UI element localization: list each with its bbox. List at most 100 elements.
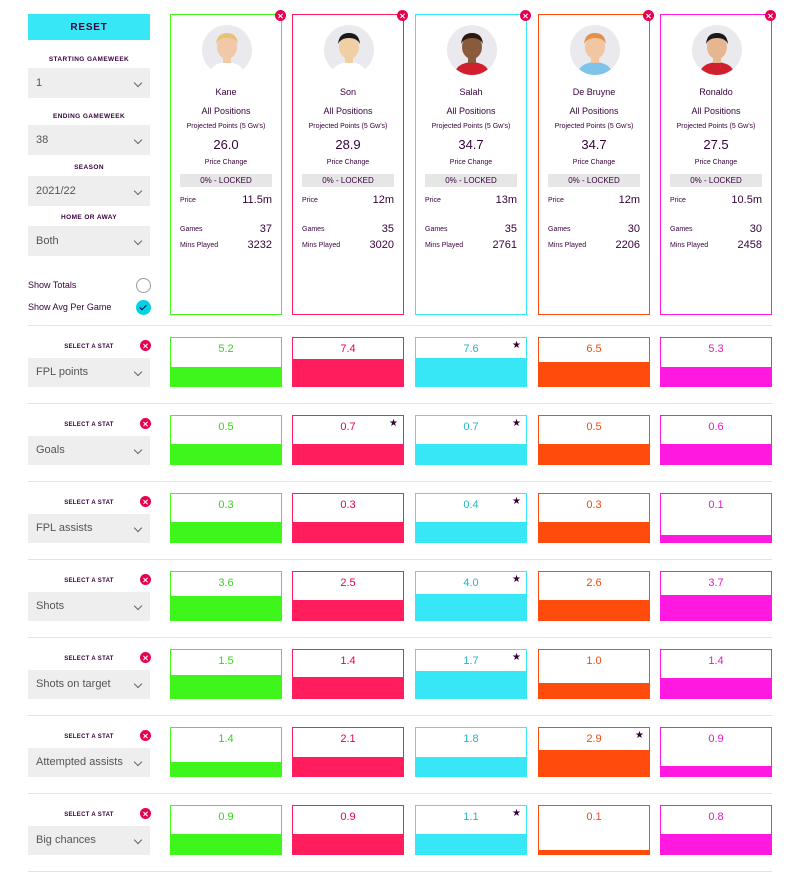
- stat-select[interactable]: FPL assists: [28, 514, 150, 543]
- show-totals-radio[interactable]: [136, 278, 151, 293]
- remove-player-icon[interactable]: [275, 10, 286, 21]
- stat-value: 0.8: [708, 811, 724, 823]
- stat-value-box: 0.7 ★: [415, 415, 527, 465]
- remove-player-icon[interactable]: [643, 10, 654, 21]
- mins-played-label: Mins Played: [302, 242, 341, 249]
- mins-played-label: Mins Played: [425, 242, 464, 249]
- stat-value-box: 5.2: [170, 337, 282, 387]
- price-value: 13m: [495, 194, 517, 206]
- stat-value: 1.5: [218, 655, 234, 667]
- remove-player-icon[interactable]: [397, 10, 408, 21]
- games-label: Games: [302, 226, 325, 233]
- remove-stat-icon[interactable]: [140, 340, 151, 351]
- stat-select[interactable]: FPL points: [28, 358, 150, 387]
- stat-value: 1.7: [463, 655, 479, 667]
- stat-select[interactable]: Shots: [28, 592, 150, 621]
- player-card: Son All Positions Projected Points (5 Gw…: [292, 10, 408, 315]
- stat-value-box: 0.4 ★: [415, 493, 527, 543]
- select-stat-label: SELECT A STAT: [64, 422, 114, 428]
- stat-value-bar: [416, 756, 526, 776]
- price-change-label: Price Change: [572, 159, 616, 166]
- remove-stat-icon[interactable]: [140, 496, 151, 507]
- stat-value-box: 0.1: [538, 805, 650, 855]
- stat-select[interactable]: Shots on target: [28, 670, 150, 699]
- projected-points-value: 28.9: [335, 137, 361, 152]
- home-away-select[interactable]: Both: [28, 226, 150, 256]
- stat-value-bar: [661, 766, 771, 776]
- stat-select-value: Shots: [36, 600, 65, 612]
- mins-played-value: 2458: [737, 239, 762, 251]
- remove-stat-icon[interactable]: [140, 652, 151, 663]
- stat-row: SELECT A STAT Goals 0.5 0.7 ★ 0.7 ★ 0.5 0.6: [0, 415, 800, 465]
- remove-player-icon[interactable]: [520, 10, 531, 21]
- stat-select-value: Goals: [36, 444, 65, 456]
- price-change-value: 0% - LOCKED: [670, 174, 762, 187]
- season-select[interactable]: 2021/22: [28, 176, 150, 206]
- stat-select[interactable]: Attempted assists: [28, 748, 150, 777]
- player-position: All Positions: [323, 106, 373, 116]
- player-card: Ronaldo All Positions Projected Points (…: [660, 10, 776, 315]
- stat-value: 0.1: [586, 811, 602, 823]
- star-icon: ★: [512, 496, 521, 507]
- stat-value-box: 0.9: [170, 805, 282, 855]
- starting-gameweek-select[interactable]: 1: [28, 68, 150, 98]
- projected-points-label: Projected Points (5 Gw's): [554, 123, 634, 130]
- stat-value-bar: [661, 443, 771, 464]
- stat-value: 5.2: [218, 343, 234, 355]
- divider: [28, 325, 772, 326]
- star-icon: ★: [512, 574, 521, 585]
- stat-value-bar: [539, 850, 649, 854]
- select-stat-label: SELECT A STAT: [64, 656, 114, 662]
- player-avatar: [692, 25, 742, 75]
- stat-value-bar: [416, 671, 526, 698]
- chevron-down-icon: [133, 757, 143, 767]
- select-stat-label: SELECT A STAT: [64, 734, 114, 740]
- ending-gameweek-select[interactable]: 38: [28, 125, 150, 155]
- stat-value-bar: [661, 366, 771, 386]
- remove-stat-icon[interactable]: [140, 730, 151, 741]
- remove-stat-icon[interactable]: [140, 418, 151, 429]
- player-avatar: [570, 25, 620, 75]
- games-value: 30: [749, 223, 762, 235]
- chevron-down-icon: [133, 78, 143, 88]
- stat-value: 7.4: [340, 343, 356, 355]
- season-label: SEASON: [74, 164, 104, 171]
- chevron-down-icon: [133, 601, 143, 611]
- player-name: Ronaldo: [699, 87, 733, 97]
- stat-value-bar: [539, 521, 649, 542]
- games-value: 35: [504, 223, 517, 235]
- player-position: All Positions: [201, 106, 251, 116]
- price-change-label: Price Change: [694, 159, 738, 166]
- ending-gameweek-label: ENDING GAMEWEEK: [52, 113, 126, 120]
- show-avg-radio[interactable]: [136, 300, 151, 315]
- stat-value-box: 0.6: [660, 415, 772, 465]
- stat-value: 2.5: [340, 577, 356, 589]
- stat-value-bar: [293, 676, 403, 698]
- stat-value-bar: [661, 833, 771, 854]
- stat-value-box: 5.3: [660, 337, 772, 387]
- stat-select[interactable]: Goals: [28, 436, 150, 465]
- stat-value-bar: [171, 761, 281, 776]
- chevron-down-icon: [133, 835, 143, 845]
- remove-player-icon[interactable]: [765, 10, 776, 21]
- stat-value-bar: [416, 593, 526, 620]
- player-avatar: [202, 25, 252, 75]
- reset-button[interactable]: RESET: [28, 14, 150, 40]
- remove-stat-icon[interactable]: [140, 574, 151, 585]
- ending-gameweek-value: 38: [36, 134, 49, 146]
- stat-select[interactable]: Big chances: [28, 826, 150, 855]
- stat-value-box: 1.7 ★: [415, 649, 527, 699]
- remove-stat-icon[interactable]: [140, 808, 151, 819]
- select-stat-label: SELECT A STAT: [64, 500, 114, 506]
- stat-value: 0.7: [463, 421, 479, 433]
- divider: [28, 481, 772, 482]
- stat-value-box: 0.7 ★: [292, 415, 404, 465]
- starting-gameweek-value: 1: [36, 77, 43, 89]
- stat-value: 1.4: [708, 655, 724, 667]
- divider: [28, 715, 772, 716]
- stat-value: 1.8: [463, 733, 479, 745]
- chevron-down-icon: [133, 236, 143, 246]
- home-away-value: Both: [36, 235, 59, 247]
- mins-played-value: 2761: [492, 239, 517, 251]
- divider: [28, 637, 772, 638]
